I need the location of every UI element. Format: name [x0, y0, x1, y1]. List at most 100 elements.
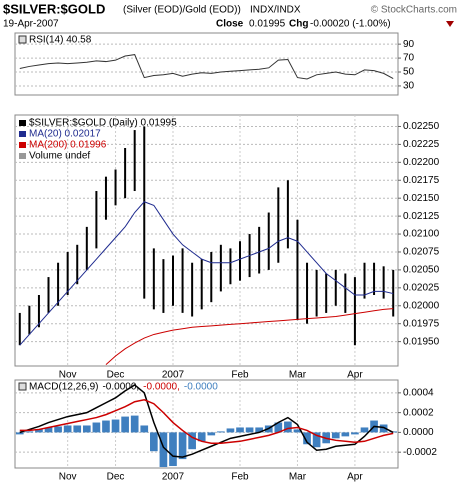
histogram-bar	[92, 422, 101, 433]
series-line	[19, 384, 394, 458]
credit: © StockCharts.com	[371, 5, 457, 16]
x-tick-label: 2007	[162, 472, 185, 482]
series-line	[19, 398, 394, 445]
volume-label: Volume undef	[29, 151, 90, 162]
x-tick-label: 2007	[162, 370, 185, 381]
y-tick-label: 0.01975	[403, 318, 440, 329]
histogram-bar	[360, 427, 369, 433]
panel-label: RSI(14) 40.58	[29, 35, 92, 46]
histogram-bar	[236, 427, 244, 433]
histogram-bar	[140, 425, 149, 433]
histogram-bar	[274, 422, 283, 433]
x-tick-label: Apr	[347, 472, 363, 482]
x-tick-label: Feb	[231, 370, 249, 381]
y-tick-label: 0.02225	[403, 139, 440, 150]
legend-label: -0.0000,	[102, 382, 139, 393]
date: 19-Apr-2007	[3, 19, 59, 30]
histogram-bar	[284, 421, 292, 433]
histogram-bar	[188, 432, 196, 450]
histogram-bar	[121, 416, 129, 433]
legend-label: -0.0000	[184, 382, 218, 393]
y-tick-label: 0.0002	[403, 407, 434, 418]
histogram-bar	[245, 427, 254, 433]
histogram-bar	[293, 429, 302, 433]
histogram-bar	[169, 432, 177, 467]
y-tick-label: 0.0000	[403, 427, 434, 438]
legend-icon	[18, 35, 27, 44]
histogram-bar	[341, 432, 350, 437]
histogram-bar	[159, 432, 168, 468]
y-tick-label: 0.02100	[403, 229, 440, 240]
histogram-bar	[303, 432, 311, 445]
legend-icon	[18, 382, 27, 391]
histogram-bar	[178, 432, 187, 460]
histogram-bar	[35, 429, 43, 433]
histogram-bar	[197, 432, 206, 442]
down-arrow	[446, 21, 454, 27]
y-tick-label: -0.0002	[403, 447, 437, 458]
y-tick-label: 0.01950	[403, 336, 440, 347]
legend-icon	[19, 120, 26, 126]
change-label: Chg	[289, 19, 308, 30]
histogram-bar	[351, 432, 359, 435]
series-line	[105, 308, 394, 365]
y-tick-label: 90	[403, 39, 415, 50]
x-tick-label: Dec	[107, 472, 125, 482]
y-tick-label: 0.0004	[403, 387, 434, 398]
legend-label: MA(20) 0.02017	[29, 129, 101, 140]
panel-label: MACD(12,26,9)	[29, 382, 98, 393]
series-line	[19, 201, 394, 346]
histogram-bar	[25, 431, 34, 433]
x-tick-label: Mar	[289, 472, 307, 482]
histogram-bar	[63, 425, 72, 433]
histogram-bar	[150, 432, 158, 452]
legend-icon	[19, 142, 26, 148]
x-tick-label: Nov	[59, 370, 77, 381]
legend-icon	[19, 131, 26, 137]
y-tick-label: 0.02150	[403, 193, 440, 204]
legend-label: MA(200) 0.01996	[29, 140, 107, 151]
x-tick-label: Mar	[289, 370, 307, 381]
y-tick-label: 50	[403, 67, 415, 78]
histogram-bar	[226, 428, 235, 433]
exchange: INDX/INDX	[250, 5, 301, 16]
x-tick-label: Feb	[231, 472, 249, 482]
histogram-bar	[207, 432, 216, 436]
symbol: $SILVER:$GOLD	[3, 1, 105, 16]
panel-frame	[14, 114, 399, 367]
histogram-bar	[44, 427, 53, 433]
close-label: Close	[216, 19, 244, 30]
close-value: 0.01995	[249, 19, 286, 30]
y-tick-label: 0.02175	[403, 175, 440, 186]
x-tick-label: Dec	[107, 370, 125, 381]
y-tick-label: 0.02125	[403, 211, 440, 222]
histogram-bar	[312, 432, 321, 448]
histogram-bar	[54, 426, 62, 433]
histogram-bar	[111, 419, 120, 433]
panel-frame	[14, 32, 399, 96]
histogram-bar	[73, 425, 82, 433]
histogram-bar	[102, 420, 110, 433]
panel-frame	[14, 379, 399, 469]
histogram-bar	[217, 431, 225, 433]
legend-label: -0.0000,	[143, 382, 180, 393]
y-tick-label: 0.02075	[403, 247, 440, 258]
histogram-bar	[255, 427, 263, 433]
legend-icon	[19, 153, 26, 159]
description: (Silver (EOD)/Gold (EOD))	[123, 5, 241, 16]
y-tick-label: 0.02050	[403, 265, 440, 276]
change-value: -0.00020 (-1.00%)	[310, 19, 391, 30]
y-tick-label: 0.02025	[403, 282, 440, 293]
y-tick-label: 0.02250	[403, 121, 440, 132]
x-tick-label: Nov	[59, 472, 77, 482]
x-tick-label: Apr	[347, 370, 363, 381]
histogram-bar	[379, 424, 388, 433]
legend-label: $SILVER:$GOLD (Daily) 0.01995	[29, 118, 177, 129]
series-line	[19, 54, 394, 80]
histogram-bar	[15, 432, 24, 435]
y-tick-label: 30	[403, 81, 415, 92]
histogram-bar	[331, 432, 340, 439]
y-tick-label: 0.02000	[403, 300, 440, 311]
y-tick-label: 0.02200	[403, 157, 440, 168]
